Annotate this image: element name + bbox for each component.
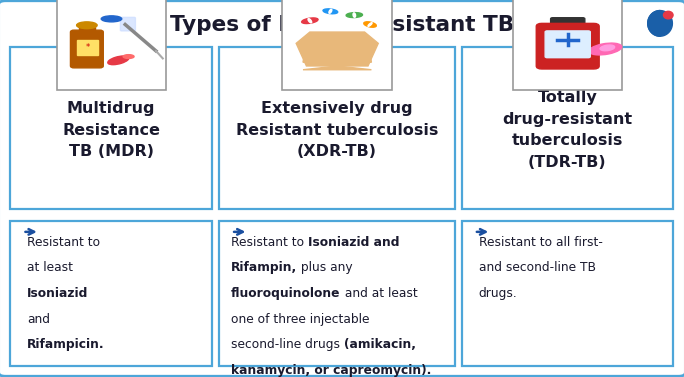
Text: Resistant to: Resistant to [27, 236, 101, 248]
FancyBboxPatch shape [219, 221, 455, 366]
FancyBboxPatch shape [70, 30, 103, 68]
Text: second-line drugs: second-line drugs [231, 338, 344, 351]
FancyBboxPatch shape [545, 31, 590, 58]
Text: Resistant to all first-: Resistant to all first- [479, 236, 603, 248]
Ellipse shape [101, 16, 122, 22]
Text: (amikacin,: (amikacin, [344, 338, 416, 351]
Ellipse shape [329, 9, 332, 13]
Ellipse shape [302, 18, 318, 23]
FancyBboxPatch shape [219, 47, 455, 209]
Text: Rifampin,: Rifampin, [231, 261, 298, 274]
FancyBboxPatch shape [57, 0, 166, 90]
Ellipse shape [651, 12, 663, 21]
Text: and: and [27, 313, 51, 325]
Ellipse shape [368, 23, 372, 26]
Text: plus any: plus any [298, 261, 353, 274]
Polygon shape [648, 11, 660, 36]
Text: Isoniazid and: Isoniazid and [308, 236, 399, 248]
FancyBboxPatch shape [120, 17, 135, 31]
Ellipse shape [323, 9, 338, 14]
FancyBboxPatch shape [10, 221, 212, 366]
Polygon shape [660, 11, 672, 36]
Text: Resistant to: Resistant to [231, 236, 308, 248]
Ellipse shape [108, 56, 129, 65]
FancyBboxPatch shape [282, 0, 392, 90]
FancyBboxPatch shape [536, 23, 599, 69]
Text: Rifampicin.: Rifampicin. [27, 338, 105, 351]
Ellipse shape [663, 11, 673, 19]
Polygon shape [648, 11, 660, 36]
Text: and second-line TB: and second-line TB [479, 261, 596, 274]
Ellipse shape [589, 43, 622, 55]
Text: Types of Drug - Resistant TB: Types of Drug - Resistant TB [170, 14, 514, 35]
Text: Isoniazid: Isoniazid [27, 287, 89, 300]
Text: drugs.: drugs. [479, 287, 518, 300]
FancyBboxPatch shape [513, 0, 622, 90]
FancyBboxPatch shape [462, 47, 673, 209]
FancyBboxPatch shape [551, 18, 585, 29]
Text: kanamycin, or capreomycin).: kanamycin, or capreomycin). [231, 364, 432, 377]
Ellipse shape [353, 13, 356, 17]
Text: fluoroquinolone: fluoroquinolone [231, 287, 341, 300]
Text: Multidrug
Resistance
TB (MDR): Multidrug Resistance TB (MDR) [62, 101, 160, 159]
FancyBboxPatch shape [77, 40, 98, 55]
Ellipse shape [308, 18, 312, 23]
Ellipse shape [600, 45, 615, 51]
Polygon shape [303, 47, 371, 70]
Ellipse shape [346, 12, 363, 18]
FancyBboxPatch shape [10, 47, 212, 209]
FancyBboxPatch shape [462, 221, 673, 366]
Text: and at least: and at least [341, 287, 417, 300]
FancyBboxPatch shape [79, 25, 95, 34]
Text: one of three injectable: one of three injectable [231, 313, 369, 325]
Ellipse shape [123, 55, 134, 58]
Text: *: * [86, 43, 90, 52]
Ellipse shape [77, 22, 97, 29]
Ellipse shape [364, 22, 376, 27]
Polygon shape [296, 32, 378, 66]
Text: at least: at least [27, 261, 73, 274]
Text: Totally
drug-resistant
tuberculosis
(TDR-TB): Totally drug-resistant tuberculosis (TDR… [502, 90, 633, 170]
Text: Extensively drug
Resistant tuberculosis
(XDR-TB): Extensively drug Resistant tuberculosis … [236, 101, 438, 159]
